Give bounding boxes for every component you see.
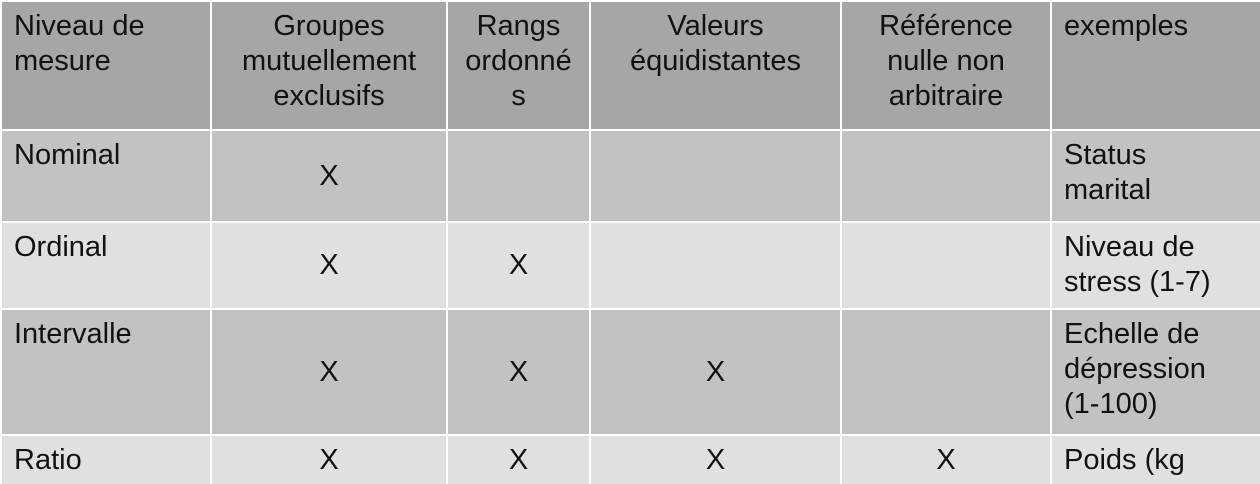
header-cell-level: Niveau de mesure [0, 0, 212, 131]
mark-cell: X [446, 434, 591, 484]
row-level-label: Intervalle [0, 308, 212, 436]
mark-cell [840, 221, 1052, 310]
header-cell-examples: exemples [1050, 0, 1260, 131]
row-level-label: Nominal [0, 129, 212, 223]
mark-cell: X [210, 308, 448, 436]
table-row-ratio: Ratio X X X X Poids (kg [0, 434, 1260, 484]
header-row: Niveau de mesure Groupes mutuellement ex… [0, 0, 1260, 131]
mark-cell: X [840, 434, 1052, 484]
row-example: Niveau de stress (1-7) [1050, 221, 1260, 310]
mark-cell: X [210, 221, 448, 310]
mark-cell [589, 129, 842, 223]
table-row-ordinal: Ordinal X X Niveau de stress (1-7) [0, 221, 1260, 310]
header-cell-ordered-ranks: Rangs ordonné s [446, 0, 591, 131]
mark-cell: X [589, 434, 842, 484]
mark-cell: X [446, 221, 591, 310]
header-cell-exclusive-groups: Groupes mutuellement exclusifs [210, 0, 448, 131]
mark-cell [840, 129, 1052, 223]
table-row-interval: Intervalle X X X Echelle de dépression (… [0, 308, 1260, 436]
row-example: Echelle de dépression (1-100) [1050, 308, 1260, 436]
row-example: Poids (kg [1050, 434, 1260, 484]
table-row-nominal: Nominal X Status marital [0, 129, 1260, 223]
mark-cell: X [446, 308, 591, 436]
mark-cell [589, 221, 842, 310]
mark-cell [840, 308, 1052, 436]
mark-cell: X [210, 434, 448, 484]
row-example: Status marital [1050, 129, 1260, 223]
row-level-label: Ratio [0, 434, 212, 484]
mark-cell [446, 129, 591, 223]
row-level-label: Ordinal [0, 221, 212, 310]
header-cell-true-zero: Référence nulle non arbitraire [840, 0, 1052, 131]
mark-cell: X [589, 308, 842, 436]
header-cell-equidistant-values: Valeurs équidistantes [589, 0, 842, 131]
mark-cell: X [210, 129, 448, 223]
